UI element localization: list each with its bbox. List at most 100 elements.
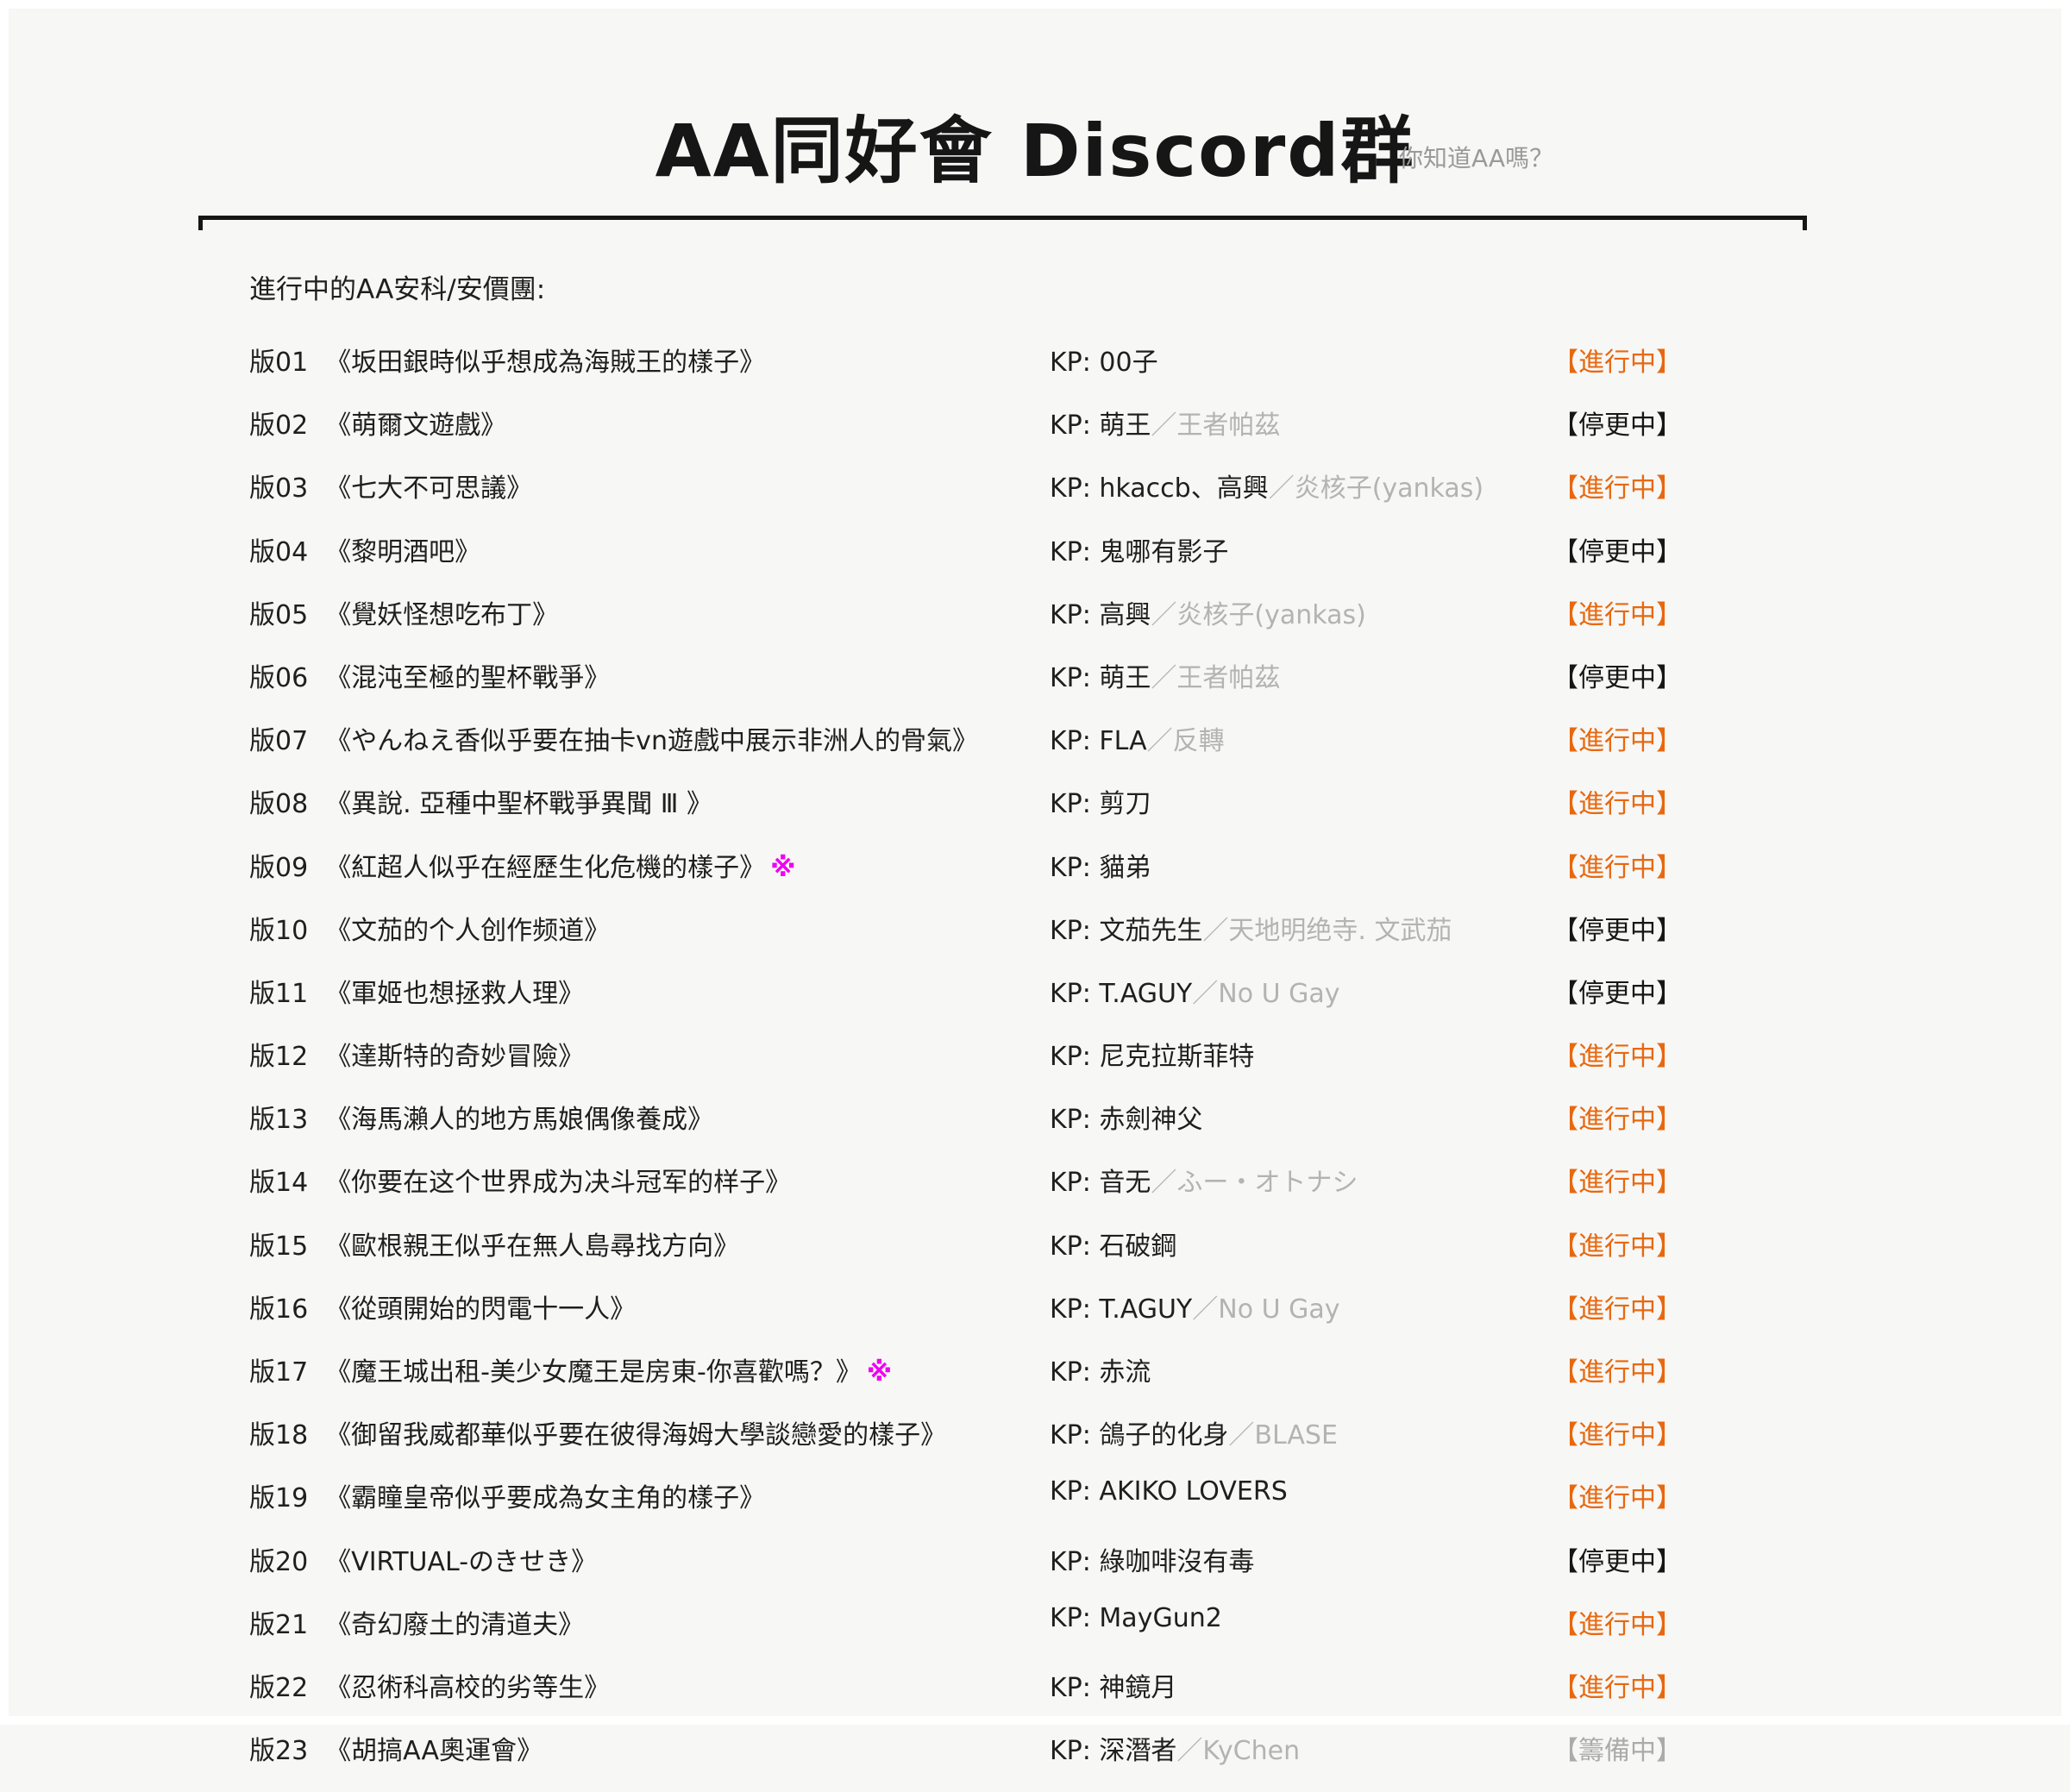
kp-label: KP: bbox=[1050, 1294, 1100, 1325]
thread-title[interactable]: 版18 《御留我威都華似乎要在彼得海姆大學談戀愛的樣子》 bbox=[249, 1413, 1050, 1451]
kp-primary-name: 綠咖啡沒有毒 bbox=[1099, 1546, 1255, 1577]
thread-title-text: 《文茄的个人创作频道》 bbox=[325, 915, 611, 946]
kp-names: KP: 綠咖啡沒有毒 bbox=[1050, 1540, 1552, 1578]
kp-primary-name: FLA bbox=[1099, 726, 1147, 757]
thread-title-text: 《軍姬也想拯救人理》 bbox=[325, 978, 585, 1009]
thread-title[interactable]: 版14 《你要在这个世界成为决斗冠军的样子》 bbox=[249, 1161, 1050, 1199]
thread-number: 版02 bbox=[249, 410, 309, 442]
list-item: 版13 《海馬瀨人的地方馬娘偶像養成》 KP: 赤劍神父 【進行中】 bbox=[249, 1098, 2010, 1161]
thread-number: 版04 bbox=[249, 536, 309, 567]
kp-names: KP: 神鏡月 bbox=[1050, 1666, 1552, 1704]
list-item: 版09 《紅超人似乎在經歷生化危機的樣子》 ※ KP: 貓弟 【進行中】 bbox=[249, 846, 2010, 909]
thread-title[interactable]: 版21 《奇幻廢土的清道夫》 bbox=[249, 1603, 1050, 1641]
kp-names: KP: 鬼哪有影子 bbox=[1050, 530, 1552, 568]
list-item: 版22 《忍術科高校的劣等生》 KP: 神鏡月 【進行中】 bbox=[249, 1666, 2010, 1729]
list-item: 版18 《御留我威都華似乎要在彼得海姆大學談戀愛的樣子》 KP: 鴿子的化身／BL… bbox=[249, 1413, 2010, 1476]
kp-alternate-name: ／炎核子(yankas) bbox=[1268, 473, 1484, 504]
thread-title-text: 《從頭開始的閃電十一人》 bbox=[325, 1294, 637, 1325]
list-header: 進行中的AA安科/安價團: bbox=[249, 274, 546, 305]
kp-alternate-name: ／炎核子(yankas) bbox=[1151, 599, 1366, 630]
list-item: 版14 《你要在这个世界成为决斗冠军的样子》 KP: 音无／ふー・オトナシ 【進行… bbox=[249, 1161, 2010, 1224]
thread-title[interactable]: 版08 《異說. 亞種中聖杯戰爭異聞 Ⅲ 》 bbox=[249, 782, 1050, 820]
kp-label: KP: bbox=[1050, 536, 1100, 567]
thread-title[interactable]: 版06 《混沌至極的聖杯戰爭》 bbox=[249, 656, 1050, 694]
thread-title[interactable]: 版23 《胡搞AA奧運會》 bbox=[249, 1729, 1050, 1767]
status-badge: 【進行中】 bbox=[1552, 1420, 1682, 1451]
kp-alternate-name: ／KyChen bbox=[1176, 1736, 1301, 1767]
kp-label: KP: bbox=[1050, 1105, 1100, 1136]
thread-title[interactable]: 版11 《軍姬也想拯救人理》 bbox=[249, 972, 1050, 1010]
kp-alternate-name: ／王者帕茲 bbox=[1151, 662, 1281, 693]
thread-number: 版10 bbox=[249, 915, 309, 946]
thread-title[interactable]: 版22 《忍術科高校的劣等生》 bbox=[249, 1666, 1050, 1704]
thread-title-text: 《奇幻廢土的清道夫》 bbox=[325, 1609, 585, 1640]
thread-title[interactable]: 版16 《從頭開始的閃電十一人》 bbox=[249, 1288, 1050, 1325]
kp-primary-name: 尼克拉斯菲特 bbox=[1099, 1042, 1255, 1073]
thread-title[interactable]: 版13 《海馬瀨人的地方馬娘偶像養成》 bbox=[249, 1098, 1050, 1136]
kp-primary-name: 赤劍神父 bbox=[1099, 1105, 1203, 1136]
thread-title-text: 《達斯特的奇妙冒險》 bbox=[325, 1042, 585, 1073]
kp-label: KP: bbox=[1050, 1042, 1100, 1073]
kp-names: KP: MayGun2 bbox=[1050, 1603, 1552, 1633]
status-badge: 【進行中】 bbox=[1552, 1231, 1682, 1262]
status-badge: 【進行中】 bbox=[1552, 1168, 1682, 1199]
thread-title[interactable]: 版10 《文茄的个人创作频道》 bbox=[249, 909, 1050, 947]
status-badge: 【進行中】 bbox=[1552, 852, 1682, 883]
status-badge: 【停更中】 bbox=[1552, 662, 1682, 693]
kp-label: KP: bbox=[1050, 978, 1100, 1009]
status-badge: 【進行中】 bbox=[1552, 1609, 1682, 1640]
kp-primary-name: 萌王 bbox=[1099, 662, 1151, 693]
status-badge: 【進行中】 bbox=[1552, 348, 1682, 378]
thread-title[interactable]: 版04 《黎明酒吧》 bbox=[249, 530, 1050, 568]
thread-number: 版18 bbox=[249, 1420, 309, 1451]
thread-list: 版01 《坂田銀時似乎想成為海賊王的樣子》 KP: 00子 【進行中】 版02 《萌… bbox=[249, 341, 2010, 1792]
thread-title-text: 《霸瞳皇帝似乎要成為女主角的樣子》 bbox=[325, 1483, 766, 1514]
thread-title[interactable]: 版02 《萌爾文遊戲》 bbox=[249, 404, 1050, 442]
kp-label: KP: bbox=[1050, 852, 1100, 883]
thread-title[interactable]: 版05 《覺妖怪想吃布丁》 bbox=[249, 593, 1050, 631]
list-item: 版20 《VIRTUAL-のきせき》 KP: 綠咖啡沒有毒 【停更中】 bbox=[249, 1540, 2010, 1603]
kp-label: KP: bbox=[1050, 1546, 1100, 1577]
thread-title[interactable]: 版12 《達斯特的奇妙冒險》 bbox=[249, 1035, 1050, 1073]
kp-names: KP: 00子 bbox=[1050, 341, 1552, 379]
thread-title-text: 《七大不可思議》 bbox=[325, 473, 533, 504]
kp-alternate-name: ／ふー・オトナシ bbox=[1151, 1168, 1358, 1199]
thread-number: 版08 bbox=[249, 789, 309, 820]
list-item: 版05 《覺妖怪想吃布丁》 KP: 高興／炎核子(yankas) 【進行中】 bbox=[249, 593, 2010, 656]
list-item: 版01 《坂田銀時似乎想成為海賊王的樣子》 KP: 00子 【進行中】 bbox=[249, 341, 2010, 404]
thread-title[interactable]: 版17 《魔王城出租-美少女魔王是房東-你喜歡嗎？》 ※ bbox=[249, 1350, 1050, 1388]
note-asterisk-mark: ※ bbox=[866, 1357, 893, 1388]
thread-number: 版03 bbox=[249, 473, 309, 504]
status-badge: 【進行中】 bbox=[1552, 473, 1682, 504]
thread-number: 版12 bbox=[249, 1042, 309, 1073]
kp-label: KP: bbox=[1050, 662, 1100, 693]
thread-title[interactable]: 版15 《歐根親王似乎在無人島尋找方向》 bbox=[249, 1225, 1050, 1263]
thread-number: 版05 bbox=[249, 599, 309, 630]
thread-number: 版15 bbox=[249, 1231, 309, 1262]
thread-title[interactable]: 版07 《やんねえ香似乎要在抽卡vn遊戲中展示非洲人的骨氣》 bbox=[249, 719, 1050, 757]
thread-title[interactable]: 版01 《坂田銀時似乎想成為海賊王的樣子》 bbox=[249, 341, 1050, 379]
kp-label: KP: bbox=[1050, 1736, 1100, 1767]
thread-title[interactable]: 版19 《霸瞳皇帝似乎要成為女主角的樣子》 bbox=[249, 1476, 1050, 1514]
thread-title-text: 《覺妖怪想吃布丁》 bbox=[325, 599, 559, 630]
list-item: 版21 《奇幻廢土的清道夫》 KP: MayGun2 【進行中】 bbox=[249, 1603, 2010, 1666]
thread-title[interactable]: 版03 《七大不可思議》 bbox=[249, 467, 1050, 504]
thread-title[interactable]: 版20 《VIRTUAL-のきせき》 bbox=[249, 1540, 1050, 1578]
list-item: 版15 《歐根親王似乎在無人島尋找方向》 KP: 石破鋼 【進行中】 bbox=[249, 1225, 2010, 1288]
status-badge: 【停更中】 bbox=[1552, 410, 1682, 442]
list-item: 版19 《霸瞳皇帝似乎要成為女主角的樣子》 KP: AKIKO LOVERS 【進… bbox=[249, 1476, 2010, 1539]
kp-label: KP: bbox=[1050, 1476, 1100, 1507]
thread-number: 版21 bbox=[249, 1609, 309, 1640]
kp-primary-name: MayGun2 bbox=[1099, 1602, 1222, 1633]
thread-title-text: 《坂田銀時似乎想成為海賊王的樣子》 bbox=[325, 348, 766, 378]
thread-list-section: 進行中的AA安科/安價團: 版01 《坂田銀時似乎想成為海賊王的樣子》 KP: 0… bbox=[249, 267, 2010, 1792]
kp-names: KP: 赤劍神父 bbox=[1050, 1098, 1552, 1136]
kp-names: KP: hkaccb、高興／炎核子(yankas) bbox=[1050, 467, 1552, 504]
thread-title[interactable]: 版09 《紅超人似乎在經歷生化危機的樣子》 ※ bbox=[249, 846, 1050, 884]
kp-label: KP: bbox=[1050, 1231, 1100, 1262]
thread-title-text: 《萌爾文遊戲》 bbox=[325, 410, 507, 442]
kp-label: KP: bbox=[1050, 348, 1100, 378]
kp-label: KP: bbox=[1050, 599, 1100, 630]
kp-names: KP: 萌王／王者帕茲 bbox=[1050, 404, 1552, 442]
thread-number: 版22 bbox=[249, 1672, 309, 1703]
